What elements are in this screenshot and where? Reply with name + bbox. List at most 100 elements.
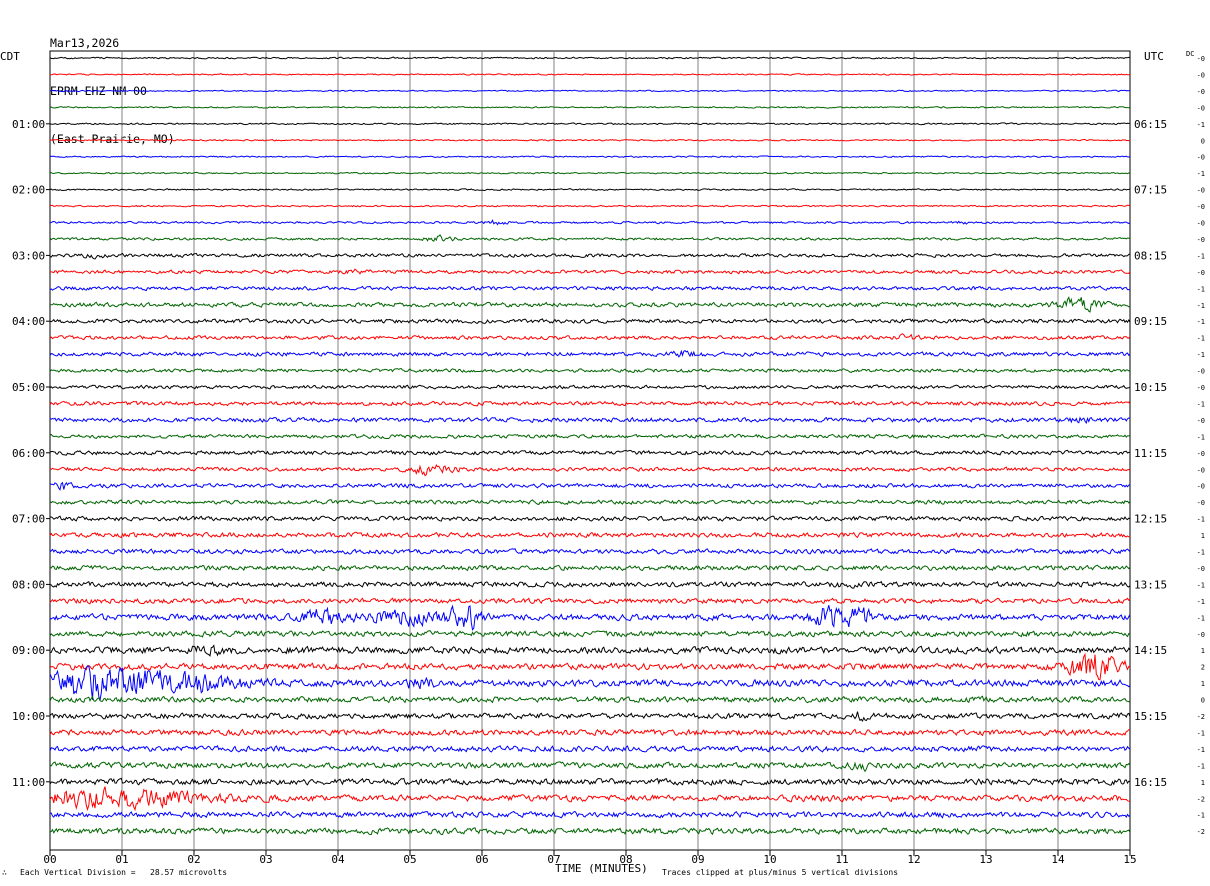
dc-offset-label: -1 [1197,762,1205,770]
seismic-trace [49,204,1131,208]
dc-offset-label: -0 [1197,384,1205,392]
x-tick-label: 09 [691,853,704,866]
hour-label-cdt: 06:00 [12,447,45,460]
hour-label-cdt: 05:00 [12,381,45,394]
right-timezone-label: UTC [1144,50,1164,63]
hour-label-utc: 13:15 [1134,578,1167,591]
seismic-trace [49,810,1131,819]
seismic-trace [49,597,1131,605]
dc-offset-label: -2 [1197,713,1205,721]
dc-offset-label: -0 [1197,466,1205,474]
seismic-trace [49,564,1131,572]
hour-label-utc: 06:15 [1134,118,1167,131]
hour-label-cdt: 10:00 [12,710,45,723]
dc-offset-label: -1 [1197,516,1205,524]
dc-offset-label: -0 [1197,203,1205,211]
seismic-trace [49,285,1131,292]
dc-offset-label: -0 [1197,104,1205,112]
seismic-trace [49,711,1131,723]
seismic-trace [49,296,1131,313]
hour-label-cdt: 09:00 [12,644,45,657]
dc-offset-label: 0 [1201,137,1205,145]
seismic-trace [49,106,1130,109]
seismic-trace [49,652,1130,681]
seismic-trace [49,171,1131,175]
dc-offset-label: -0 [1197,187,1205,195]
hour-label-cdt: 07:00 [12,513,45,526]
hour-label-utc: 14:15 [1134,644,1167,657]
dc-offset-label: -1 [1197,581,1205,589]
dc-offset-label: -0 [1197,269,1205,277]
dc-offset-label: 2 [1201,664,1205,672]
dc-offset-label: -0 [1197,368,1205,376]
dc-offset-label: -0 [1197,417,1205,425]
seismic-trace [49,234,1131,242]
dc-offset-label: -1 [1197,746,1205,754]
seismic-trace [49,777,1131,786]
seismic-trace [49,318,1131,325]
dc-offset-label: -1 [1197,549,1205,557]
seismic-trace [49,548,1131,555]
dc-offset-label: -0 [1197,483,1205,491]
hour-label-utc: 11:15 [1134,447,1167,460]
seismic-trace [49,333,1131,341]
x-axis-title: TIME (MINUTES) [555,862,648,875]
seismic-trace [49,56,1130,60]
dc-offset-label: 1 [1201,779,1205,787]
x-tick-label: 13 [979,853,992,866]
dc-offset-label: -0 [1197,236,1205,244]
x-tick-label: 06 [475,853,488,866]
x-tick-label: 08 [619,853,632,866]
dc-offset-label: -0 [1197,499,1205,507]
seismic-trace [49,515,1131,522]
seismic-trace [49,745,1131,753]
x-tick-label: 05 [403,853,416,866]
date-label: Mar13,2026 [50,36,120,50]
hour-label-utc: 08:15 [1134,249,1167,262]
dc-offset-label: -1 [1197,614,1205,622]
seismic-trace [49,400,1131,407]
seismic-trace [49,384,1131,390]
seismic-trace [49,644,1131,657]
dc-offset-label: -0 [1197,565,1205,573]
hour-label-utc: 07:15 [1134,184,1167,197]
plot-frame [49,50,1131,851]
x-tick-label: 03 [259,853,272,866]
hour-label-utc: 10:15 [1134,381,1167,394]
seismic-trace [49,416,1131,425]
hour-label-cdt: 03:00 [12,249,45,262]
dc-offset-label: -1 [1197,400,1205,408]
left-timezone-label: CDT [0,50,20,63]
seismic-trace [49,252,1131,260]
x-tick-label: 00 [43,853,56,866]
seismic-trace [49,761,1131,773]
dc-offset-label: -1 [1197,318,1205,326]
dc-offset-label: -0 [1197,220,1205,228]
dc-label: DC [1186,50,1195,58]
dc-offset-label: -0 [1197,71,1205,79]
seismic-trace [49,786,1131,812]
footer-mark: ∴ [2,868,7,877]
location-label: (East Prairie, MO) [50,132,175,146]
dc-offset-label: 0 [1201,697,1205,705]
dc-offset-label: -1 [1197,121,1205,129]
x-tick-label: 14 [1051,853,1065,866]
hour-label-cdt: 11:00 [12,776,45,789]
x-tick-label: 07 [547,853,560,866]
dc-offset-label: -0 [1197,631,1205,639]
hour-label-cdt: 02:00 [12,184,45,197]
dc-offset-label: 1 [1201,532,1205,540]
seismic-trace [49,433,1131,440]
dc-offset-label: -0 [1197,450,1205,458]
dc-offset-label: -1 [1197,812,1205,820]
seismic-trace [49,580,1131,589]
seismic-trace [49,73,1131,76]
hour-label-utc: 15:15 [1134,710,1167,723]
hour-label-utc: 16:15 [1134,776,1167,789]
dc-offset-label: -0 [1197,88,1205,96]
seismic-trace [49,695,1131,704]
dc-offset-label: -0 [1197,154,1205,162]
x-tick-label: 12 [907,853,920,866]
seismic-trace [49,349,1131,358]
